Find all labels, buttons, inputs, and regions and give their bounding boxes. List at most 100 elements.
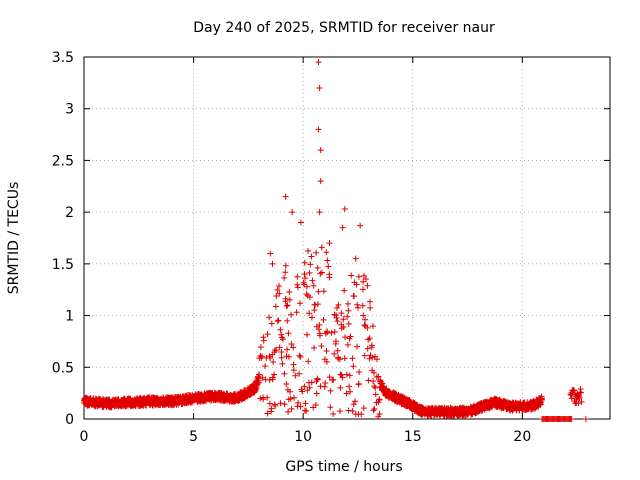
data-point <box>322 379 329 386</box>
data-point <box>353 343 360 350</box>
baseline-point <box>568 416 575 422</box>
data-point <box>365 377 372 384</box>
data-point <box>347 333 354 340</box>
data-point <box>307 261 314 268</box>
data-point <box>364 324 371 331</box>
data-point <box>288 311 295 318</box>
data-point <box>355 380 362 387</box>
data-point <box>346 383 353 390</box>
late-point <box>568 395 575 402</box>
data-point <box>277 400 284 407</box>
spike-point <box>326 240 333 247</box>
spike-point <box>315 126 322 133</box>
data-point <box>318 269 325 276</box>
y-tick-label: 1 <box>65 309 74 325</box>
data-point <box>307 294 314 301</box>
data-point <box>364 345 371 352</box>
data-point <box>320 316 327 323</box>
data-point <box>275 317 282 324</box>
data-point <box>306 269 313 276</box>
spike-point <box>267 250 274 257</box>
data-point <box>323 249 330 256</box>
data-point <box>318 342 325 349</box>
data-point <box>301 383 308 390</box>
data-point <box>293 309 300 316</box>
data-point <box>297 300 304 307</box>
data-point <box>274 286 281 293</box>
data-point <box>260 396 267 403</box>
data-point <box>332 338 339 345</box>
data-point <box>352 398 359 405</box>
data-point <box>282 295 289 302</box>
data-point <box>291 394 298 401</box>
data-point <box>362 276 369 283</box>
data-point <box>302 275 309 282</box>
data-point <box>303 407 310 414</box>
data-point <box>348 272 355 279</box>
data-point <box>361 272 368 279</box>
data-point <box>325 263 332 270</box>
data-point <box>328 329 335 336</box>
data-point <box>330 376 337 383</box>
data-point <box>297 403 304 410</box>
data-point <box>344 341 351 348</box>
data-point <box>345 307 352 314</box>
data-point <box>285 353 292 360</box>
data-point <box>334 304 341 311</box>
data-point <box>317 383 324 390</box>
data-point <box>275 283 282 290</box>
data-point <box>375 413 382 420</box>
data-point <box>343 390 350 397</box>
data-point <box>295 399 302 406</box>
data-point <box>271 371 278 378</box>
data-point <box>345 320 352 327</box>
data-point <box>538 396 545 403</box>
data-point <box>278 354 285 361</box>
spike-point <box>317 147 324 154</box>
data-point <box>284 317 291 324</box>
data-point <box>365 336 372 343</box>
data-point <box>338 371 345 378</box>
data-point <box>359 286 366 293</box>
data-point <box>292 372 299 379</box>
data-point <box>314 264 321 271</box>
data-point <box>313 390 320 397</box>
data-point <box>312 301 319 308</box>
data-point <box>333 314 340 321</box>
data-point <box>334 347 341 354</box>
data-point <box>279 360 286 367</box>
data-point <box>267 355 274 362</box>
data-point <box>286 289 293 296</box>
data-point <box>336 356 343 363</box>
data-point <box>260 337 267 344</box>
data-point <box>314 376 321 383</box>
data-point <box>359 302 366 309</box>
data-point <box>341 287 348 294</box>
data-point <box>350 401 357 408</box>
data-point <box>303 283 310 290</box>
late-point <box>576 394 583 401</box>
data-point <box>353 281 360 288</box>
data-point <box>276 344 283 351</box>
data-point <box>290 344 297 351</box>
data-point <box>308 379 315 386</box>
spike-point <box>316 85 323 92</box>
data-point <box>326 274 333 281</box>
data-point <box>342 334 349 341</box>
data-point <box>376 411 383 418</box>
data-point <box>323 348 330 355</box>
data-point <box>272 402 279 409</box>
data-point <box>302 400 309 407</box>
data-point <box>274 318 281 325</box>
data-point <box>297 353 304 360</box>
data-point <box>343 371 350 378</box>
data-point <box>313 249 320 256</box>
data-point <box>281 274 288 281</box>
data-point <box>318 244 325 251</box>
data-point <box>280 336 287 343</box>
data-point <box>278 331 285 338</box>
data-point <box>369 354 376 361</box>
data-point <box>311 344 318 351</box>
data-point <box>284 302 291 309</box>
spike-point <box>341 206 348 213</box>
